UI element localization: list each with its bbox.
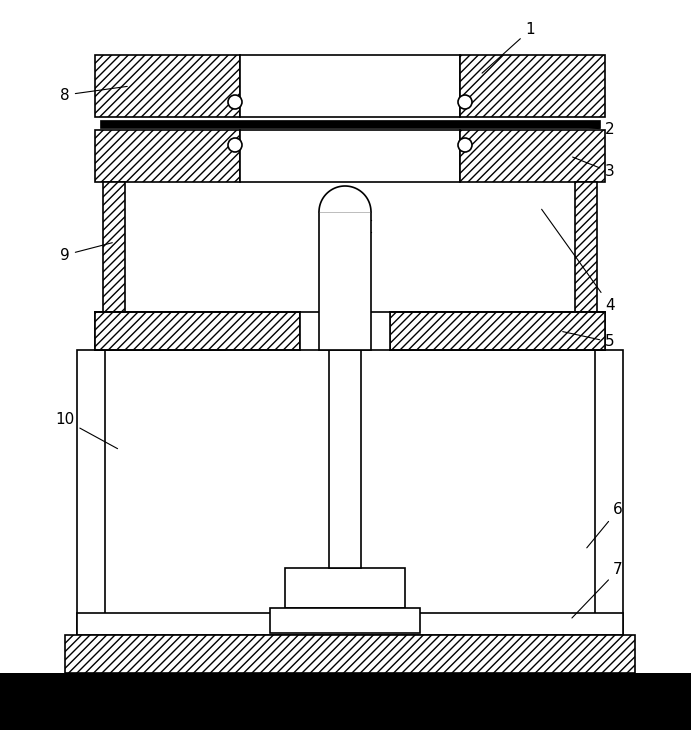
Bar	[240, 55, 460, 117]
Bar	[77, 350, 105, 635]
Circle shape	[458, 138, 472, 152]
Text: 1: 1	[482, 23, 535, 73]
Text: 2: 2	[562, 123, 615, 137]
Bar	[595, 350, 623, 635]
Text: 8: 8	[60, 86, 127, 102]
Bar	[103, 182, 125, 312]
Circle shape	[228, 95, 242, 109]
Text: 4: 4	[542, 210, 615, 312]
Text: 7: 7	[572, 563, 623, 618]
Bar	[100, 120, 600, 128]
Circle shape	[228, 138, 242, 152]
Text: 10: 10	[55, 412, 117, 449]
Bar	[0, 673, 691, 730]
Bar	[77, 613, 623, 635]
Bar	[329, 350, 361, 568]
Bar	[240, 130, 460, 182]
Bar	[95, 312, 300, 350]
Bar	[390, 312, 605, 350]
Bar	[270, 608, 420, 633]
Text: 9: 9	[60, 242, 113, 263]
Text: 6: 6	[587, 502, 623, 548]
Text: 3: 3	[573, 157, 615, 180]
Bar	[575, 182, 597, 312]
Bar	[390, 312, 605, 350]
Bar	[95, 55, 240, 117]
Circle shape	[458, 95, 472, 109]
Text: 5: 5	[562, 331, 615, 350]
Bar	[319, 212, 371, 350]
Bar	[95, 130, 240, 182]
Bar	[95, 312, 225, 350]
Bar	[300, 312, 390, 350]
Polygon shape	[319, 186, 371, 212]
Bar	[460, 55, 605, 117]
Bar	[65, 635, 635, 673]
Bar	[285, 568, 405, 608]
Bar	[460, 130, 605, 182]
